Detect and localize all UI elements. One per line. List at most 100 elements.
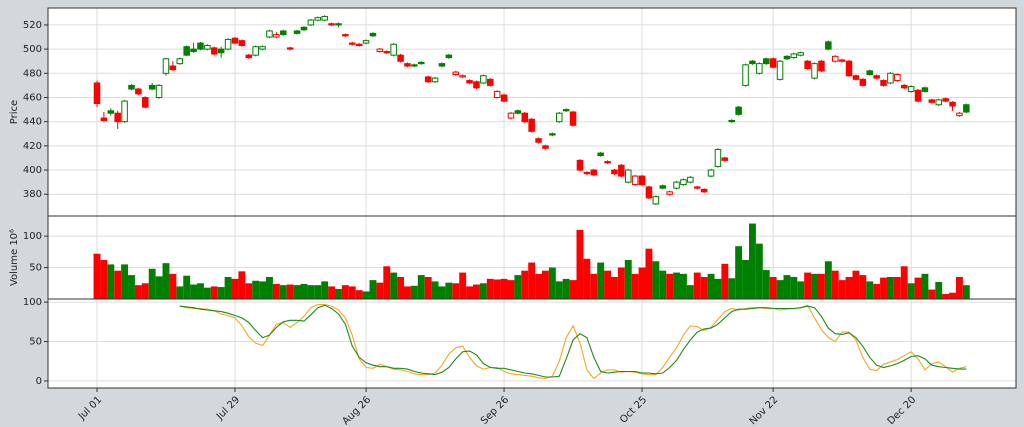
y-tick-label: 520 bbox=[23, 20, 42, 31]
candle-body bbox=[611, 169, 618, 175]
volume-bar bbox=[845, 276, 853, 299]
candle-body bbox=[204, 44, 211, 50]
y-tick-label: 460 bbox=[23, 92, 42, 103]
candle-body bbox=[742, 64, 749, 86]
x-tick-label: Jul 01 bbox=[76, 394, 104, 422]
y-tick-label: 100 bbox=[23, 297, 42, 308]
volume-bar bbox=[569, 280, 577, 299]
volume-bar bbox=[376, 282, 384, 299]
volume-bar bbox=[417, 275, 425, 299]
candle-body bbox=[107, 110, 115, 114]
volume-bar bbox=[935, 282, 943, 299]
candle-body bbox=[562, 109, 570, 112]
y-tick-label: 50 bbox=[29, 337, 42, 348]
candle-body bbox=[376, 48, 384, 53]
volume-bar bbox=[410, 285, 418, 299]
candle-body bbox=[418, 61, 425, 65]
candle-body bbox=[286, 47, 294, 50]
candle-body bbox=[762, 58, 770, 65]
volume-bar bbox=[673, 272, 680, 299]
candle-body bbox=[894, 74, 901, 82]
volume-bar bbox=[266, 276, 273, 299]
candle-body bbox=[480, 75, 487, 84]
candle-body bbox=[321, 15, 328, 21]
y-tick-label: 50 bbox=[29, 263, 42, 274]
volume-bar bbox=[300, 283, 308, 299]
candle-body bbox=[307, 19, 315, 26]
candle-body bbox=[169, 65, 177, 71]
candle-body bbox=[114, 112, 121, 123]
volume-bar bbox=[459, 272, 467, 299]
volume-bar bbox=[859, 275, 867, 299]
volume-bar bbox=[804, 272, 812, 299]
plot-marks bbox=[93, 15, 970, 206]
volume-bar bbox=[928, 289, 936, 299]
candle-body bbox=[569, 111, 577, 126]
volume-bar bbox=[252, 280, 260, 299]
volume-bar bbox=[638, 267, 646, 299]
volume-bar bbox=[624, 260, 632, 299]
y-axis-label: Price bbox=[9, 100, 20, 124]
candle-body bbox=[687, 176, 694, 183]
x-tick-label: Aug 26 bbox=[340, 394, 373, 427]
candle-body bbox=[521, 112, 529, 123]
volume-bar bbox=[155, 276, 163, 299]
volume-bar bbox=[617, 267, 625, 299]
volume-bar bbox=[431, 281, 439, 299]
candle-body bbox=[825, 41, 832, 50]
candle-body bbox=[190, 48, 197, 53]
candle-body bbox=[914, 89, 922, 102]
candle-body bbox=[349, 42, 356, 45]
candle-body bbox=[555, 112, 563, 123]
y-tick-label: 420 bbox=[23, 141, 42, 152]
candle-body bbox=[328, 23, 335, 26]
candle-body bbox=[818, 60, 825, 72]
candle-body bbox=[866, 70, 873, 76]
candle-body bbox=[238, 40, 246, 46]
volume-bar bbox=[231, 278, 239, 299]
candle-body bbox=[390, 43, 397, 56]
volume-bar bbox=[769, 276, 777, 299]
volume-bar bbox=[148, 268, 156, 299]
volume-bar bbox=[583, 258, 591, 299]
x-tick-label: Oct 25 bbox=[618, 394, 649, 425]
volume-bar bbox=[307, 285, 315, 299]
volume-bar bbox=[886, 276, 894, 299]
candle-body bbox=[542, 145, 549, 149]
plot-marks bbox=[93, 223, 970, 299]
volume-bar bbox=[272, 283, 280, 299]
volume-bar bbox=[514, 275, 522, 299]
volume-bar bbox=[321, 281, 329, 299]
candle-body bbox=[397, 54, 404, 62]
volume-bar bbox=[542, 270, 549, 299]
candle-body bbox=[245, 54, 253, 59]
y-tick-label: 500 bbox=[23, 44, 42, 55]
volume-bar bbox=[341, 285, 349, 299]
candle-body bbox=[838, 59, 846, 62]
volume-bar bbox=[535, 273, 543, 299]
volume-bar bbox=[548, 267, 556, 299]
candle-body bbox=[197, 42, 204, 50]
volume-bar bbox=[742, 260, 749, 299]
volume-bar bbox=[486, 278, 494, 299]
candle-body bbox=[963, 104, 970, 113]
volume-bar bbox=[893, 276, 901, 299]
candle-body bbox=[590, 169, 598, 176]
candle-body bbox=[93, 82, 101, 105]
candle-body bbox=[369, 32, 377, 37]
candle-body bbox=[783, 55, 791, 60]
y-tick-label: 380 bbox=[23, 189, 42, 200]
candle-body bbox=[211, 47, 218, 55]
volume-bar bbox=[610, 276, 618, 299]
volume-bar bbox=[128, 275, 135, 299]
candle-body bbox=[528, 118, 535, 132]
candle-body bbox=[604, 161, 611, 164]
candle-body bbox=[493, 90, 501, 98]
volume-bar bbox=[286, 284, 294, 299]
candle-body bbox=[645, 186, 653, 199]
volume-bar bbox=[500, 278, 508, 299]
volume-bar bbox=[238, 271, 246, 299]
volume-bar bbox=[259, 281, 267, 299]
candle-body bbox=[597, 152, 604, 157]
